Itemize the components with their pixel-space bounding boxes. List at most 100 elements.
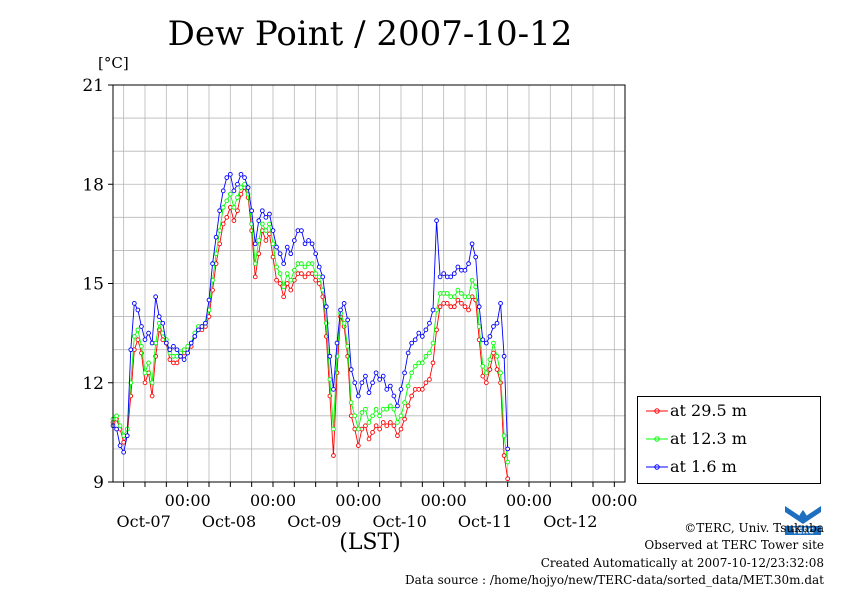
data-point [373,423,379,429]
footer-created: Created Automatically at 2007-10-12/23:3… [540,556,824,570]
data-point [455,264,461,270]
x-tick-time: 00:00 [591,491,637,510]
data-point [217,228,223,233]
data-point [220,221,226,227]
data-point [355,393,361,399]
data-point [227,171,233,177]
series-line [112,183,509,463]
data-point [313,271,319,276]
data-point [192,334,198,339]
data-point [252,261,258,266]
data-point [498,370,503,376]
data-point [149,380,155,386]
data-point [494,320,500,326]
data-point [142,380,148,386]
data-point [235,208,240,214]
legend-item-12-3m: at 12.3 m [638,429,818,449]
data-point [135,337,141,343]
data-point [231,188,237,194]
data-point [302,264,308,270]
data-point [370,430,375,435]
data-point [370,380,375,386]
data-point [185,344,191,349]
data-point [469,277,475,283]
data-point [284,244,290,250]
data-point [423,353,429,359]
data-point [252,274,258,280]
data-point [274,277,279,283]
data-point [423,380,429,386]
data-point [327,353,333,359]
data-point [263,238,269,243]
data-point [156,314,162,319]
data-point [263,214,269,220]
y-tick-label: 18 [82,175,104,195]
data-point [363,406,368,412]
data-point [299,271,304,276]
data-point [224,198,230,204]
data-point [220,205,226,210]
data-point [387,420,393,425]
data-point [178,353,183,359]
data-point [274,264,279,270]
data-point [373,370,379,376]
data-point [384,387,390,392]
data-point [242,175,247,180]
data-point [299,261,304,266]
data-point [210,261,215,266]
data-point [491,324,496,329]
data-point [387,383,393,389]
y-axis-unit: [°C] [98,54,129,72]
data-point [259,221,265,227]
data-point [146,360,151,366]
data-point [338,307,343,313]
data-point [341,301,347,306]
data-point [469,241,475,247]
data-point [327,377,333,382]
data-point [487,334,493,339]
series-line [112,173,509,454]
data-point [135,327,141,333]
footer-copyright: ©TERC, Univ. Tsukuba [684,521,824,535]
data-point [270,241,276,247]
data-point [142,370,148,376]
data-point [114,413,119,419]
data-point [380,373,386,379]
data-point [256,251,262,257]
x-tick-date: Oct-09 [287,512,341,531]
data-point [224,214,230,220]
data-point [281,261,287,266]
data-point [476,324,482,329]
data-point [302,274,308,280]
data-point [505,476,511,482]
data-point [121,449,127,455]
data-point [398,426,404,432]
data-point [451,304,457,310]
data-point [405,383,411,389]
data-point [395,433,400,439]
data-point [419,334,425,339]
data-point [491,350,496,356]
data-point [366,420,372,425]
data-point [473,284,479,290]
data-point [427,377,432,382]
logo-text: TERC [792,527,814,536]
data-point [483,380,489,386]
data-point [377,377,383,382]
y-tick-label: 12 [82,374,104,394]
data-point [384,406,390,412]
data-point [288,251,294,257]
data-point [427,320,432,326]
data-point [345,353,351,359]
data-point [391,393,397,399]
data-point [494,367,500,372]
data-point [149,340,155,346]
data-point [249,208,255,214]
data-point [331,426,336,432]
data-point [167,357,173,362]
terc-logo: TERC [783,502,823,536]
data-point [291,267,297,273]
data-point [505,459,511,465]
data-point [480,373,486,379]
data-point [135,307,141,313]
